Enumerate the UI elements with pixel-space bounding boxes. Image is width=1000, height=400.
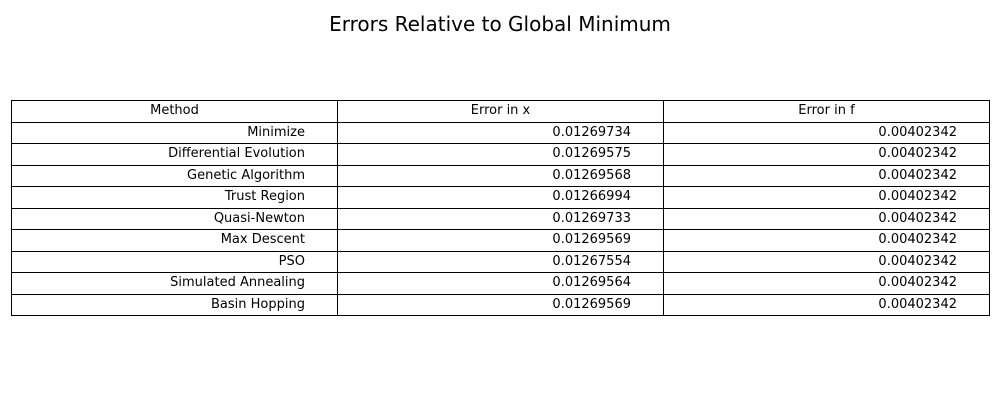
error-f-cell: 0.00402342 <box>663 293 990 316</box>
error-x-cell: 0.01269733 <box>337 207 664 230</box>
error-f-cell: 0.00402342 <box>663 164 990 187</box>
table-row: Quasi-Newton 0.01269733 0.00402342 <box>11 207 990 230</box>
table-row: Differential Evolution 0.01269575 0.0040… <box>11 143 990 166</box>
error-f-cell: 0.00402342 <box>663 272 990 295</box>
results-table: Method Error in x Error in f Minimize 0.… <box>11 100 990 316</box>
method-cell: Minimize <box>11 121 338 144</box>
method-cell: PSO <box>11 250 338 273</box>
method-cell: Max Descent <box>11 229 338 252</box>
column-header-error-x: Error in x <box>337 100 664 123</box>
error-f-cell: 0.00402342 <box>663 229 990 252</box>
method-cell: Differential Evolution <box>11 143 338 166</box>
column-header-method: Method <box>11 100 338 123</box>
error-f-cell: 0.00402342 <box>663 143 990 166</box>
table-row: Trust Region 0.01266994 0.00402342 <box>11 186 990 209</box>
table-row: Simulated Annealing 0.01269564 0.0040234… <box>11 272 990 295</box>
error-x-cell: 0.01269734 <box>337 121 664 144</box>
error-f-cell: 0.00402342 <box>663 121 990 144</box>
error-f-cell: 0.00402342 <box>663 186 990 209</box>
table-row: Genetic Algorithm 0.01269568 0.00402342 <box>11 164 990 187</box>
method-cell: Basin Hopping <box>11 293 338 316</box>
table-row: Max Descent 0.01269569 0.00402342 <box>11 229 990 252</box>
column-header-error-f: Error in f <box>663 100 990 123</box>
method-cell: Genetic Algorithm <box>11 164 338 187</box>
error-x-cell: 0.01267554 <box>337 250 664 273</box>
error-x-cell: 0.01269569 <box>337 293 664 316</box>
method-cell: Trust Region <box>11 186 338 209</box>
table-row: PSO 0.01267554 0.00402342 <box>11 250 990 273</box>
error-x-cell: 0.01269575 <box>337 143 664 166</box>
method-cell: Simulated Annealing <box>11 272 338 295</box>
chart-title: Errors Relative to Global Minimum <box>329 12 671 36</box>
error-f-cell: 0.00402342 <box>663 250 990 273</box>
table-row: Basin Hopping 0.01269569 0.00402342 <box>11 293 990 316</box>
method-cell: Quasi-Newton <box>11 207 338 230</box>
error-x-cell: 0.01269569 <box>337 229 664 252</box>
error-f-cell: 0.00402342 <box>663 207 990 230</box>
table-row: Minimize 0.01269734 0.00402342 <box>11 121 990 144</box>
table-header-row: Method Error in x Error in f <box>11 100 990 123</box>
error-x-cell: 0.01269564 <box>337 272 664 295</box>
error-x-cell: 0.01266994 <box>337 186 664 209</box>
error-x-cell: 0.01269568 <box>337 164 664 187</box>
